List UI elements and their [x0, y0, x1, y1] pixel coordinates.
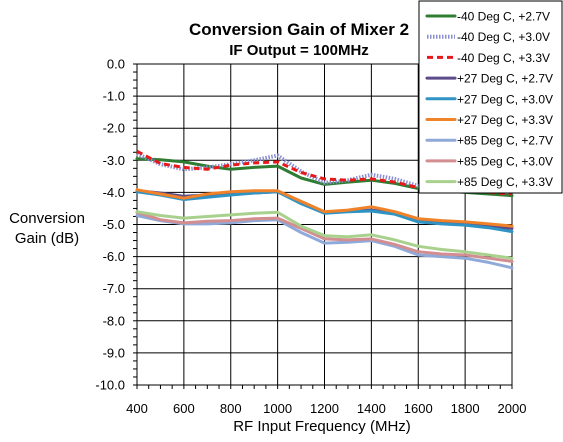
y-tick-label: -1.0	[103, 89, 125, 104]
legend-label: +85 Deg C, +3.3V	[457, 175, 553, 189]
legend-label: +27 Deg C, +3.3V	[457, 113, 553, 127]
x-tick-label: 1600	[404, 401, 433, 416]
legend: -40 Deg C, +2.7V -40 Deg C, +3.0V -40 Deg …	[418, 0, 563, 194]
x-tick-label: 400	[126, 401, 148, 416]
y-tick-label: -3.0	[103, 153, 125, 168]
x-tick-label: 600	[173, 401, 195, 416]
legend-label: -40 Deg C, +2.7V	[457, 10, 550, 24]
legend-label: +85 Deg C, +2.7V	[457, 134, 553, 148]
y-tick-label: -2.0	[103, 121, 125, 136]
legend-label: -40 Deg C, +3.3V	[457, 51, 550, 65]
series-line-7	[135, 214, 514, 270]
legend-label: -40 Deg C, +3.0V	[457, 30, 550, 44]
chart-subtitle: IF Output = 100MHz	[229, 42, 369, 59]
legend-label: +85 Deg C, +3.0V	[457, 154, 553, 168]
y-axis-label-line1: Conversion	[9, 210, 85, 227]
x-tick-label: 1000	[263, 401, 292, 416]
series-line-8	[135, 210, 514, 263]
series-line-5	[135, 190, 514, 234]
y-tick-label: -9.0	[103, 345, 125, 360]
x-tick-labels: 400 600 800 1000 1200 1400 1600 1800 2000	[126, 401, 526, 416]
x-tick-label: 1800	[451, 401, 480, 416]
series-line-2	[136, 152, 513, 195]
series-line-6	[135, 188, 514, 228]
legend-label: +27 Deg C, +3.0V	[457, 92, 553, 106]
x-tick-label: 2000	[498, 401, 527, 416]
y-tick-label: -7.0	[103, 281, 125, 296]
y-tick-label: -4.0	[103, 185, 125, 200]
y-tick-label: -6.0	[103, 249, 125, 264]
y-axis-label-line2: Gain (dB)	[15, 230, 79, 247]
x-tick-label: 1400	[357, 401, 386, 416]
legend-label: +27 Deg C, +2.7V	[457, 72, 553, 86]
y-tick-label: 0.0	[107, 57, 125, 72]
x-tick-label: 1200	[310, 401, 339, 416]
chart-title: Conversion Gain of Mixer 2	[189, 20, 409, 39]
y-tick-labels: 0.0 -1.0 -2.0 -3.0 -4.0 -5.0 -6.0 -7.0 -8.0 -9.0 -…	[95, 57, 125, 393]
series-line-9	[135, 210, 514, 260]
y-tick-label: -8.0	[103, 313, 125, 328]
x-axis-label: RF Input Frequency (MHz)	[233, 418, 411, 435]
y-tick-label: -10.0	[95, 378, 125, 393]
x-tick-label: 800	[220, 401, 242, 416]
y-tick-label: -5.0	[103, 217, 125, 232]
